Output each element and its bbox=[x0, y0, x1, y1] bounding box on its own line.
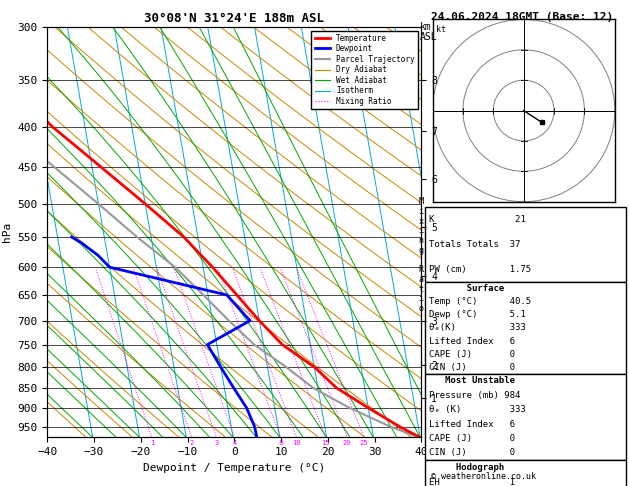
Text: ASL: ASL bbox=[420, 32, 438, 42]
Text: Temp (°C)      40.5: Temp (°C) 40.5 bbox=[428, 297, 531, 306]
Text: K               21: K 21 bbox=[428, 215, 525, 224]
Text: Pressure (mb) 984: Pressure (mb) 984 bbox=[428, 391, 520, 400]
Text: CAPE (J)       0: CAPE (J) 0 bbox=[428, 349, 515, 359]
Text: i: i bbox=[418, 295, 423, 303]
X-axis label: Dewpoint / Temperature (°C): Dewpoint / Temperature (°C) bbox=[143, 463, 325, 473]
Text: 4: 4 bbox=[233, 440, 237, 446]
Text: PW (cm)        1.75: PW (cm) 1.75 bbox=[428, 265, 531, 274]
Text: Surface: Surface bbox=[428, 284, 504, 293]
Text: R: R bbox=[418, 265, 423, 274]
Text: 10: 10 bbox=[292, 440, 301, 446]
Text: g: g bbox=[418, 246, 423, 255]
Text: t: t bbox=[418, 285, 423, 294]
Text: EH             1: EH 1 bbox=[428, 478, 515, 486]
Text: Totals Totals  37: Totals Totals 37 bbox=[428, 240, 520, 249]
Bar bbox=[425, 460, 626, 486]
Text: 1: 1 bbox=[150, 440, 154, 446]
Text: 30°08'N 31°24'E 188m ASL: 30°08'N 31°24'E 188m ASL bbox=[144, 12, 325, 25]
Text: n: n bbox=[418, 236, 423, 245]
Text: kt: kt bbox=[436, 25, 446, 34]
Text: 2: 2 bbox=[189, 440, 194, 446]
Text: 8: 8 bbox=[279, 440, 283, 446]
Text: km: km bbox=[420, 22, 432, 32]
Text: a: a bbox=[418, 275, 423, 284]
Bar bbox=[425, 374, 626, 460]
Legend: Temperature, Dewpoint, Parcel Trajectory, Dry Adiabat, Wet Adiabat, Isotherm, Mi: Temperature, Dewpoint, Parcel Trajectory… bbox=[311, 31, 418, 109]
Text: 3: 3 bbox=[214, 440, 218, 446]
Text: x: x bbox=[418, 217, 423, 226]
Text: Lifted Index   6: Lifted Index 6 bbox=[428, 336, 515, 346]
Text: Lifted Index   6: Lifted Index 6 bbox=[428, 419, 515, 429]
Text: CIN (J)        0: CIN (J) 0 bbox=[428, 363, 515, 372]
Text: M: M bbox=[418, 197, 423, 206]
Text: θₑ(K)          333: θₑ(K) 333 bbox=[428, 323, 525, 332]
Text: i: i bbox=[418, 226, 423, 235]
Text: i: i bbox=[418, 207, 423, 216]
Text: 24.06.2024 18GMT (Base: 12): 24.06.2024 18GMT (Base: 12) bbox=[431, 12, 613, 22]
Text: 15: 15 bbox=[321, 440, 330, 446]
Text: Most Unstable: Most Unstable bbox=[428, 377, 515, 385]
Text: CIN (J)        0: CIN (J) 0 bbox=[428, 449, 515, 457]
Text: 25: 25 bbox=[360, 440, 369, 446]
Bar bbox=[425, 282, 626, 374]
Text: © weatheronline.co.uk: © weatheronline.co.uk bbox=[431, 472, 536, 481]
Text: 20: 20 bbox=[343, 440, 352, 446]
Y-axis label: hPa: hPa bbox=[2, 222, 12, 242]
Text: Hodograph: Hodograph bbox=[428, 463, 504, 472]
Text: CAPE (J)       0: CAPE (J) 0 bbox=[428, 434, 515, 443]
Text: o: o bbox=[418, 304, 423, 313]
Text: Dewp (°C)      5.1: Dewp (°C) 5.1 bbox=[428, 311, 525, 319]
Text: θₑ (K)         333: θₑ (K) 333 bbox=[428, 405, 525, 414]
Bar bbox=[425, 207, 626, 282]
